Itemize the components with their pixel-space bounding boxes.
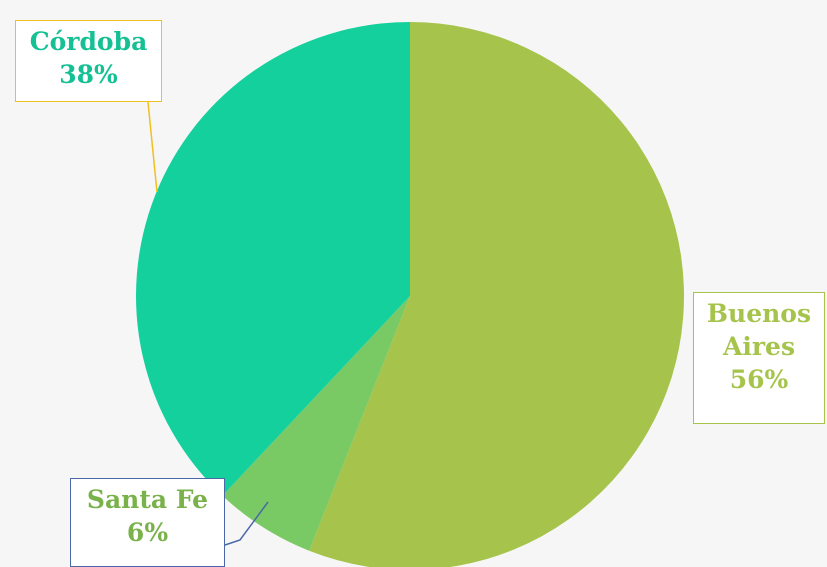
data-label: Buenos Aires 56% [693,292,825,424]
label-name: Buenos Aires [706,299,812,361]
label-name: Santa Fe [86,485,209,514]
label-name: Córdoba [29,27,148,56]
label-value: 6% [126,518,169,547]
leader-line [147,101,158,193]
leader-line [224,501,269,546]
pie-slice [136,22,411,496]
data-label: Santa Fe 6% [70,478,225,567]
label-value: 56% [729,365,789,394]
data-label: Córdoba 38% [15,20,162,102]
label-value: 38% [59,60,118,89]
pie-slice [309,22,684,567]
pie-slice [222,296,410,551]
